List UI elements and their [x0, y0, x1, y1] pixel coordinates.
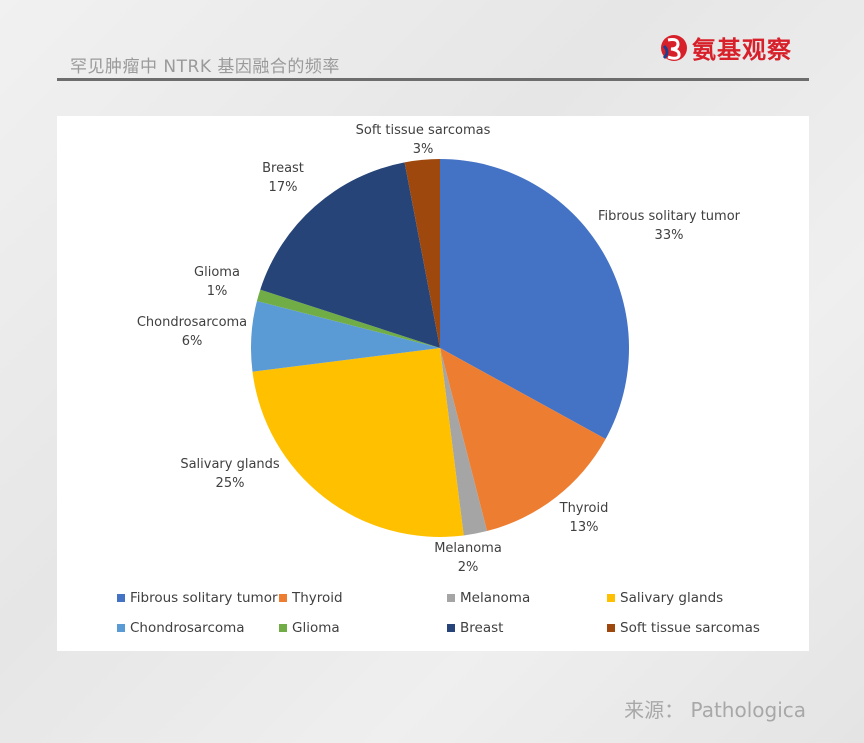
legend-item: Salivary glands — [607, 590, 723, 606]
pie-chart: Fibrous solitary tumor 33% Thyroid 13% Melan… — [137, 123, 741, 575]
logo-icon — [661, 34, 687, 61]
data-label-name: Breast — [262, 161, 304, 176]
data-label-value: 17% — [269, 180, 298, 195]
logo-text: 氨基观察 — [692, 36, 792, 64]
legend-label: Fibrous solitary tumor — [130, 590, 278, 606]
pie-slice-fibrous-solitary-tumor — [440, 159, 629, 440]
legend-label: Soft tissue sarcomas — [620, 620, 760, 636]
header-divider — [57, 78, 809, 81]
data-label-value: 13% — [570, 520, 599, 535]
legend-item: Breast — [447, 620, 503, 636]
data-label-value: 2% — [458, 560, 479, 575]
data-label: Salivary glands 25% — [180, 457, 280, 491]
data-label-value: 33% — [655, 228, 684, 243]
data-label-name: Thyroid — [559, 501, 609, 516]
legend-item: Melanoma — [447, 590, 530, 606]
source-credit: 来源： Pathologica — [624, 698, 806, 722]
legend-label: Thyroid — [292, 590, 343, 606]
data-label: Soft tissue sarcomas 3% — [356, 123, 491, 157]
pie-slice-salivary-glands — [252, 348, 464, 537]
legend-item: Thyroid — [279, 590, 343, 606]
chart-card: Fibrous solitary tumor 33% Thyroid 13% Melan… — [57, 116, 809, 651]
data-label: Fibrous solitary tumor 33% — [598, 209, 741, 243]
legend-item: Fibrous solitary tumor — [117, 590, 278, 606]
legend-swatch — [117, 594, 125, 602]
legend-label: Chondrosarcoma — [130, 620, 245, 636]
legend-item: Chondrosarcoma — [117, 620, 245, 636]
legend-label: Salivary glands — [620, 590, 724, 606]
legend-swatch — [447, 594, 455, 602]
data-label-name: Soft tissue sarcomas — [356, 123, 491, 138]
data-label-value: 1% — [207, 284, 228, 299]
data-label-value: 3% — [413, 142, 434, 157]
data-label: Chondrosarcoma 6% — [137, 315, 247, 349]
data-label: Thyroid 13% — [559, 501, 609, 535]
pie-slice-soft-tissue-sarcomas — [404, 159, 440, 348]
legend-item: Soft tissue sarcomas — [607, 620, 760, 636]
pie-slice-melanoma — [440, 348, 488, 536]
pie-slice-glioma — [256, 289, 440, 348]
legend-swatch — [117, 624, 125, 632]
legend-label: Breast — [460, 620, 504, 636]
data-label: Breast 17% — [262, 161, 304, 195]
legend-swatch — [607, 594, 615, 602]
legend-swatch — [279, 594, 287, 602]
data-label-name: Fibrous solitary tumor — [598, 209, 741, 224]
legend-item: Glioma — [279, 620, 340, 636]
data-label-value: 25% — [216, 476, 245, 491]
data-label-name: Salivary glands — [180, 457, 280, 472]
legend-swatch — [279, 624, 287, 632]
legend-label: Melanoma — [460, 590, 531, 606]
data-label: Glioma 1% — [194, 265, 240, 299]
legend-swatch — [607, 624, 615, 632]
data-label: Melanoma 2% — [434, 541, 502, 575]
data-label-name: Chondrosarcoma — [137, 315, 247, 330]
pie-slice-breast — [260, 162, 440, 348]
data-label-name: Glioma — [194, 265, 240, 280]
brand-logo: 氨基观察 — [660, 30, 792, 65]
legend-swatch — [447, 624, 455, 632]
data-label-name: Melanoma — [434, 541, 502, 556]
page-title: 罕见肿瘤中 NTRK 基因融合的频率 — [70, 57, 340, 77]
pie-slice-thyroid — [440, 348, 606, 532]
data-label-value: 6% — [182, 334, 203, 349]
legend-label: Glioma — [292, 620, 340, 636]
pie-slice-chondrosarcoma — [251, 300, 440, 372]
